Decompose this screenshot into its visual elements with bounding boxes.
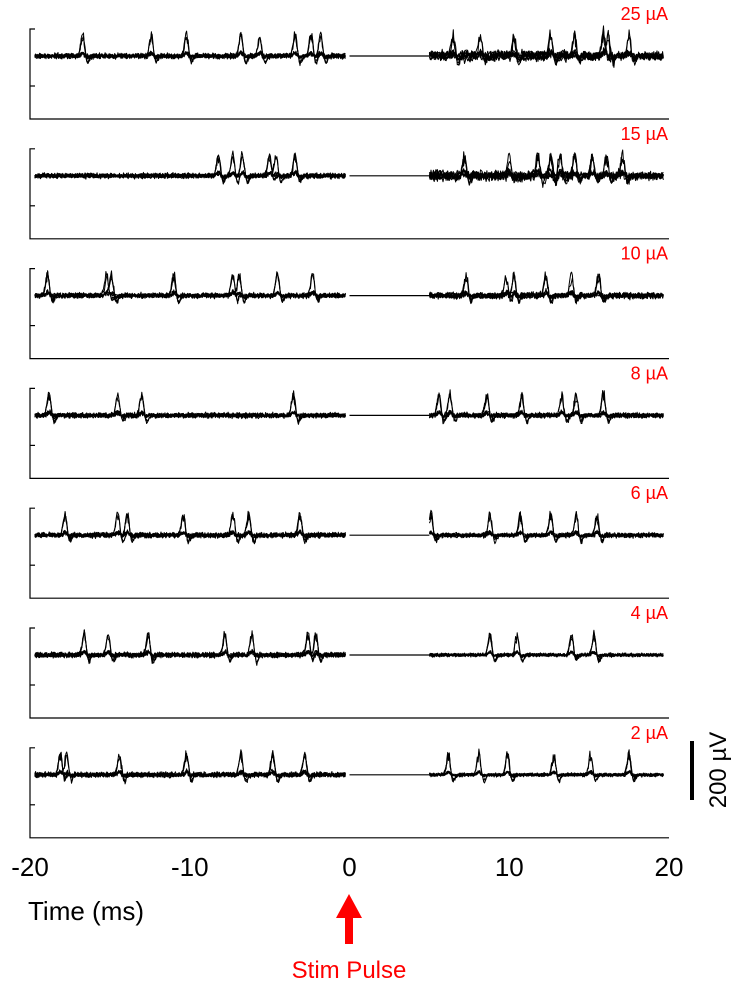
amplitude-panel: 6 µA — [29, 483, 669, 599]
post-stim-trace — [428, 149, 664, 186]
pre-stim-trace — [34, 392, 346, 425]
post-stim-trace — [429, 274, 664, 304]
post-stim-trace — [428, 511, 664, 543]
panel-frame — [29, 627, 669, 719]
panel-amplitude-label: 25 µA — [621, 4, 668, 24]
post-stim-trace — [428, 272, 664, 304]
panel-amplitude-label: 6 µA — [631, 483, 668, 503]
post-stim-trace — [429, 510, 664, 544]
amplitude-panel: 10 µA — [29, 244, 669, 360]
panel-frame — [29, 747, 669, 839]
post-stim-trace — [428, 30, 664, 66]
post-stim-trace — [429, 389, 664, 423]
post-stim-trace — [428, 513, 664, 542]
pre-stim-trace — [34, 270, 346, 305]
amplitude-panel: 15 µA — [29, 124, 669, 240]
stim-pulse-marker: Stim Pulse — [292, 894, 407, 984]
panel-frame — [29, 387, 669, 479]
post-stim-trace — [429, 632, 664, 663]
panel-frame — [29, 268, 669, 360]
pre-stim-trace — [34, 629, 346, 664]
post-stim-trace — [429, 749, 664, 783]
pre-stim-trace — [34, 271, 346, 305]
stim-pulse-label: Stim Pulse — [292, 957, 407, 984]
pre-stim-trace — [34, 511, 346, 545]
pre-stim-trace — [34, 631, 346, 664]
x-tick-label: -10 — [171, 852, 209, 882]
post-stim-trace — [428, 390, 664, 425]
stim-arrow-icon — [336, 894, 362, 944]
post-stim-trace — [428, 512, 664, 543]
amplitude-panel: 4 µA — [29, 603, 669, 719]
panel-amplitude-label: 8 µA — [631, 363, 668, 383]
x-tick-label: 20 — [655, 852, 684, 882]
post-stim-trace — [428, 512, 664, 544]
panel-amplitude-label: 2 µA — [631, 723, 668, 743]
post-stim-trace — [429, 511, 664, 545]
panel-frame — [29, 507, 669, 599]
x-axis-label: Time (ms) — [28, 896, 144, 926]
post-stim-trace — [429, 638, 664, 661]
post-stim-trace — [428, 392, 664, 423]
post-stim-trace — [429, 634, 664, 663]
post-stim-trace — [428, 152, 664, 187]
pre-stim-trace — [34, 275, 346, 304]
pre-stim-trace — [34, 630, 346, 664]
post-stim-trace — [429, 635, 664, 664]
post-stim-trace — [429, 391, 664, 425]
pre-stim-trace — [34, 395, 346, 422]
pre-stim-trace — [34, 754, 346, 782]
panel-amplitude-label: 15 µA — [621, 124, 668, 144]
x-tick-label: 10 — [495, 852, 524, 882]
post-stim-trace — [428, 392, 664, 423]
post-stim-trace — [428, 509, 664, 543]
scale-bar: 200 µV — [690, 732, 732, 809]
panel-amplitude-label: 10 µA — [621, 244, 668, 264]
x-tick-label: -20 — [11, 852, 49, 882]
panel-frame — [29, 148, 669, 240]
x-tick-label: 0 — [342, 852, 356, 882]
post-stim-trace — [429, 393, 664, 424]
pre-stim-trace — [34, 273, 346, 304]
post-stim-trace — [428, 394, 664, 422]
post-stim-trace — [429, 511, 664, 544]
panel-amplitude-label: 4 µA — [631, 603, 668, 623]
amplitude-panel: 25 µA — [29, 4, 669, 120]
amplitude-panel: 2 µA — [29, 723, 669, 839]
post-stim-trace — [428, 390, 664, 425]
post-stim-trace — [429, 630, 664, 663]
pre-stim-trace — [34, 751, 346, 783]
trace-panels: 25 µA 15 µA 10 µA 8 µA 6 µA 4 µA 2 µA — [29, 4, 669, 839]
pre-stim-trace — [34, 31, 346, 65]
scale-bar-label: 200 µV — [705, 732, 732, 809]
pre-stim-trace — [34, 153, 346, 185]
panel-frame — [29, 28, 669, 120]
time-axis: -20 -10 0 10 20 Time (ms) — [11, 852, 683, 926]
pre-stim-trace — [34, 510, 346, 545]
amplitude-panel: 8 µA — [29, 363, 669, 479]
